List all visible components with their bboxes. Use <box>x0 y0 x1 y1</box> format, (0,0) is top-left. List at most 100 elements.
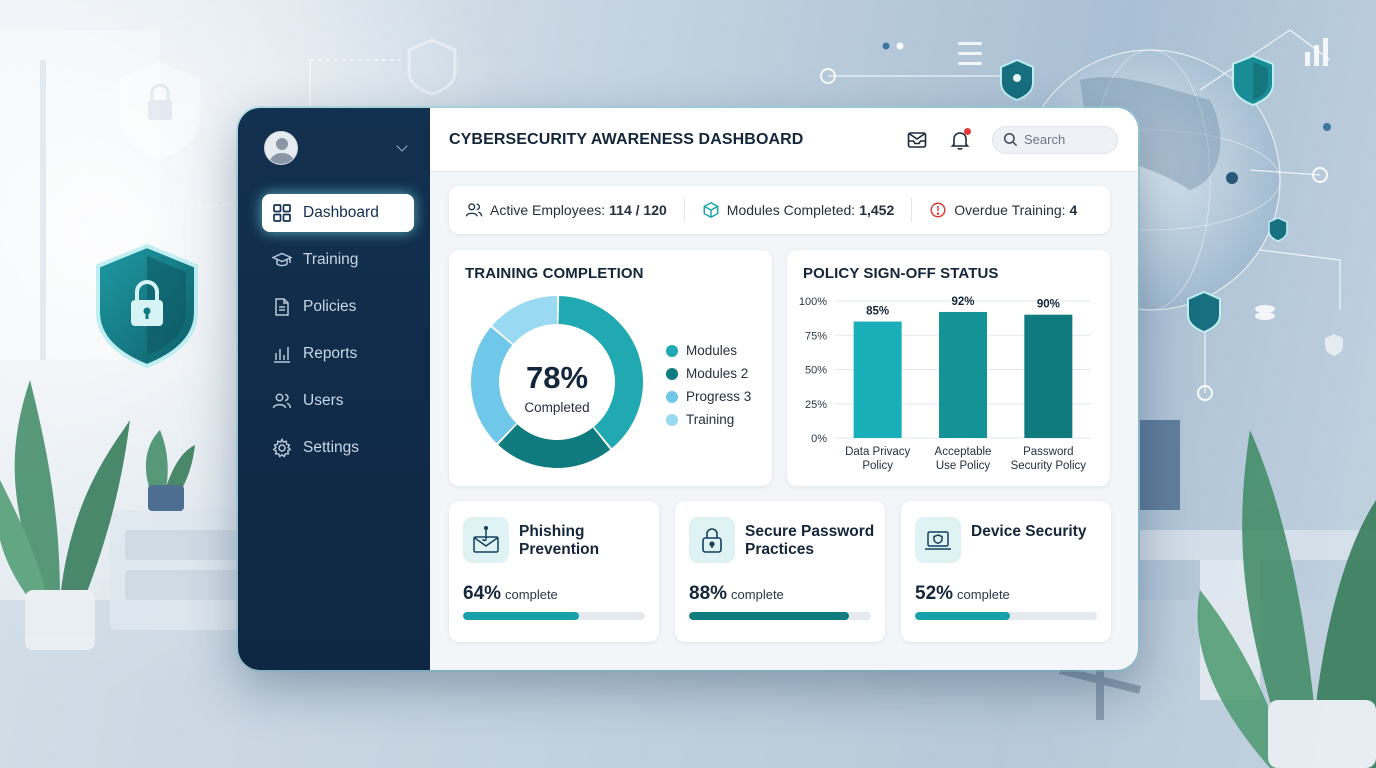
module-percent: 52% <box>915 583 954 604</box>
donut-slice <box>558 296 643 449</box>
bar-chart: 0% 25% 50% 75% 100% 85% Data Privacy Policy 92% A… <box>799 296 1091 472</box>
bell-icon <box>950 131 970 150</box>
sidebar-item-reports[interactable]: Reports <box>262 335 414 373</box>
sidebar-item-settings[interactable]: Settings <box>262 429 414 467</box>
progress-track <box>689 612 871 620</box>
stat-active-employees: Active Employees: 114 / 120 <box>465 201 667 219</box>
module-progress-text: 88% complete <box>689 583 784 605</box>
users-icon <box>272 393 292 409</box>
progress-track <box>915 612 1097 620</box>
module-card-phishing[interactable]: Phishing Prevention 64% complete <box>449 501 659 642</box>
x-tick-label: Data Privacy <box>845 446 910 458</box>
main-content: CYBERSECURITY AWARENESS DASHBOARD <box>430 108 1138 670</box>
module-percent-suffix: complete <box>731 587 784 602</box>
stat-label: Active Employees: <box>490 202 606 218</box>
legend-label: Modules 2 <box>686 366 749 381</box>
stat-label: Modules Completed: <box>726 202 856 218</box>
inbox-button[interactable] <box>906 129 928 151</box>
cube-icon <box>703 201 719 219</box>
bar-data-label: 85% <box>866 306 889 318</box>
module-card-device-security[interactable]: Device Security 52% complete <box>901 501 1111 642</box>
y-tick-label: 100% <box>799 296 827 308</box>
sidebar-item-label: Settings <box>303 439 360 456</box>
grid-icon <box>273 204 291 222</box>
legend-swatch <box>666 413 678 426</box>
search-input[interactable] <box>1024 132 1112 147</box>
y-tick-label: 75% <box>805 330 827 342</box>
sidebar-item-label: Reports <box>303 345 358 362</box>
avatar[interactable] <box>264 131 298 165</box>
legend-item: Modules 2 <box>666 362 751 385</box>
top-bar: CYBERSECURITY AWARENESS DASHBOARD <box>430 108 1138 172</box>
divider <box>683 198 685 222</box>
bar <box>1024 314 1073 438</box>
legend-label: Training <box>686 412 735 427</box>
legend-label: Modules <box>686 343 738 358</box>
profile-menu[interactable] <box>238 128 430 168</box>
card-title: POLICY SIGN-OFF STATUS <box>803 265 999 282</box>
bar <box>939 311 987 438</box>
document-icon <box>275 298 289 316</box>
sidebar-item-label: Users <box>303 392 344 409</box>
module-icon-tile <box>689 517 735 563</box>
module-title: Secure Password Practices <box>745 523 875 558</box>
module-percent-suffix: complete <box>505 587 558 602</box>
legend-swatch <box>666 367 678 380</box>
progress-fill <box>689 612 850 620</box>
x-tick-label: Password <box>1023 446 1074 458</box>
y-tick-label: 25% <box>805 399 827 411</box>
users-icon <box>465 203 483 217</box>
notifications-button[interactable] <box>949 127 971 151</box>
module-icon-tile <box>915 517 961 563</box>
module-percent: 88% <box>689 583 728 604</box>
alert-circle-icon <box>930 202 946 218</box>
chevron-down-icon[interactable] <box>396 140 408 152</box>
donut-chart: 78% Completed <box>471 296 643 468</box>
x-tick-label: Security Policy <box>1011 460 1087 472</box>
bar-data-label: 90% <box>1037 299 1060 311</box>
donut-slice <box>492 296 557 344</box>
y-tick-label: 50% <box>805 365 827 377</box>
bar-data-label: 92% <box>951 296 974 308</box>
module-title: Device Security <box>971 523 1087 540</box>
sidebar-item-dashboard[interactable]: Dashboard <box>262 194 414 232</box>
legend-swatch <box>666 344 678 357</box>
notification-badge <box>964 127 971 135</box>
progress-fill <box>915 612 1010 620</box>
y-tick-label: 0% <box>811 433 827 445</box>
page-title: CYBERSECURITY AWARENESS DASHBOARD <box>449 130 804 148</box>
sidebar-item-label: Policies <box>303 298 357 315</box>
module-icon-tile <box>463 517 509 563</box>
bar-chart-icon <box>274 347 290 363</box>
module-percent-suffix: complete <box>957 587 1010 602</box>
inbox-icon <box>907 131 927 148</box>
x-tick-label: Acceptable <box>935 446 992 458</box>
sidebar-item-policies[interactable]: Policies <box>262 288 414 326</box>
stat-modules-completed: Modules Completed: 1,452 <box>702 201 894 219</box>
x-tick-label: Use Policy <box>936 460 991 472</box>
policy-signoff-card: POLICY SIGN-OFF STATUS 0% 25% 50% 75% 100% 85… <box>787 250 1110 486</box>
module-progress-text: 64% complete <box>463 583 558 605</box>
donut-slice <box>471 327 517 444</box>
legend-item: Training <box>666 408 751 431</box>
module-percent: 64% <box>463 583 502 604</box>
legend-swatch <box>666 390 678 403</box>
legend-item: Modules <box>666 339 751 362</box>
sidebar-item-training[interactable]: Training <box>262 241 414 279</box>
stat-value: 4 <box>1069 202 1078 218</box>
donut-slice <box>498 424 611 468</box>
search-box[interactable] <box>992 125 1118 154</box>
search-icon <box>1003 132 1018 147</box>
module-progress-text: 52% complete <box>915 583 1010 605</box>
legend-label: Progress 3 <box>686 389 752 404</box>
sidebar-nav: Dashboard Training Policies Reports <box>238 194 430 467</box>
module-title: Phishing Prevention <box>519 523 600 558</box>
module-card-secure-password[interactable]: Secure Password Practices 88% complete <box>675 501 885 642</box>
sidebar-item-users[interactable]: Users <box>262 382 414 420</box>
progress-track <box>463 612 645 620</box>
bar <box>853 321 902 438</box>
stat-label: Overdue Training: <box>954 202 1066 218</box>
legend-item: Progress 3 <box>666 385 751 408</box>
training-completion-card: TRAINING COMPLETION 78% Completed Module… <box>449 250 772 486</box>
sidebar-item-label: Dashboard <box>303 204 379 221</box>
